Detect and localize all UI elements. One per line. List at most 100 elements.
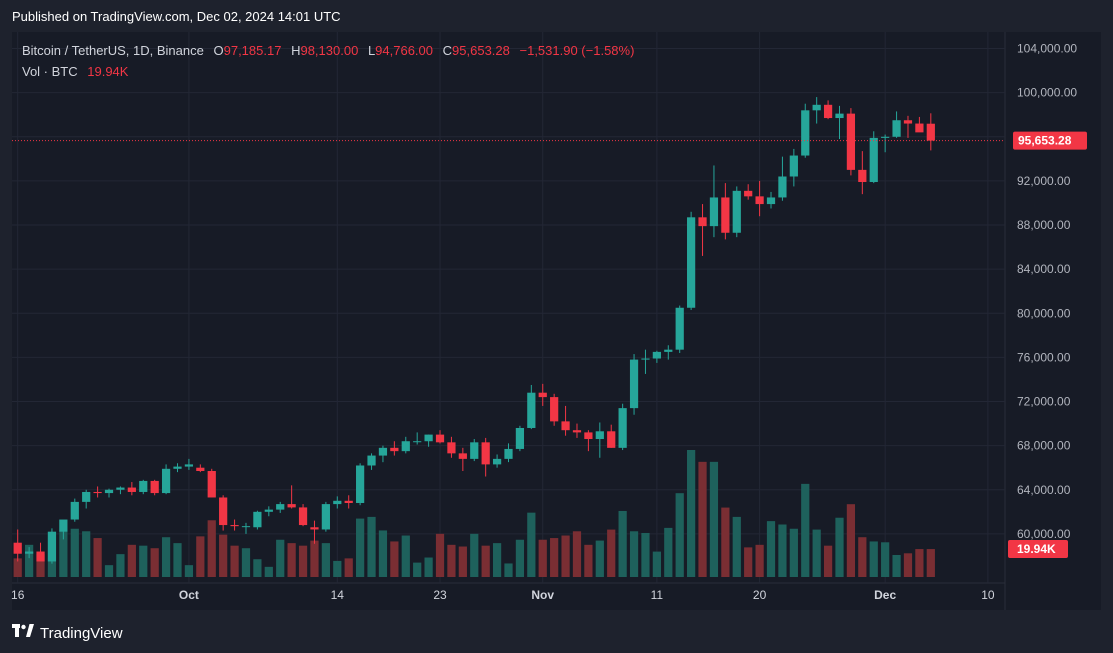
volume-bar [310, 540, 319, 577]
candle-body [823, 104, 833, 119]
candle-body [744, 190, 753, 197]
volume-bar [435, 533, 445, 577]
volume-bar [458, 546, 467, 577]
candle-body [276, 504, 285, 510]
volume-bar [333, 560, 342, 577]
volume-bar [858, 537, 867, 577]
volume-bar [367, 516, 376, 577]
candle-body [778, 176, 787, 198]
y-tick-label: 76,000.00 [1017, 350, 1071, 364]
volume-bar [470, 533, 479, 577]
volume-bar [230, 545, 239, 577]
volume-bar [344, 558, 353, 577]
volume-bar [652, 551, 661, 577]
candle-body [435, 434, 445, 443]
candle-body [413, 441, 422, 443]
candle-body [25, 551, 34, 554]
candle-body [390, 447, 399, 452]
candle-body [59, 519, 68, 532]
candle-body [310, 527, 319, 530]
volume-bar [321, 543, 330, 577]
volume-bar [846, 504, 856, 577]
volume-bar [93, 538, 102, 577]
candle-body [367, 455, 376, 466]
volume-bar [287, 543, 296, 577]
candle-body [629, 359, 639, 409]
candle-body [561, 421, 570, 431]
volume-bar [675, 493, 684, 577]
candle-body [150, 480, 159, 494]
volume-bar [732, 516, 741, 577]
volume-bar [378, 530, 388, 577]
volume-bar [276, 539, 285, 577]
candle-body [401, 441, 410, 452]
volume-bar [196, 536, 205, 577]
candle-body [470, 442, 479, 459]
candle-body [812, 104, 821, 111]
candle-body [161, 468, 171, 494]
volume-bar [550, 538, 559, 577]
candle-body [219, 497, 228, 526]
candle-body [789, 155, 798, 177]
candle-body [36, 551, 45, 562]
volume-bars [13, 450, 935, 577]
candle-body [504, 448, 513, 459]
candle-body [298, 507, 308, 526]
y-tick-label: 100,000.00 [1017, 86, 1077, 100]
y-tick-label: 80,000.00 [1017, 306, 1071, 320]
volume-bar [789, 528, 798, 577]
volume-bar [869, 541, 878, 577]
volume-bar [778, 524, 787, 577]
volume-bar [618, 510, 627, 577]
volume-bar [413, 562, 422, 577]
candlesticks [13, 97, 935, 564]
volume-bar [641, 532, 650, 577]
candle-body [835, 113, 844, 119]
volume-bar [744, 547, 753, 577]
candle-body [755, 196, 764, 205]
candle-body [116, 487, 125, 490]
volume-bar [25, 544, 34, 577]
symbol-name: Bitcoin / TetherUS, 1D, Binance [22, 43, 204, 58]
candle-body [492, 458, 502, 465]
time-axis: 16 Oct 14 23 Nov 11 20 Dec 10 [11, 588, 995, 602]
x-tick-label: 14 [331, 588, 345, 602]
candle-body [709, 197, 719, 227]
x-tick-label: 16 [11, 588, 25, 602]
volume-bar [424, 557, 433, 577]
volume-bar [709, 461, 719, 577]
volume-bar [755, 544, 764, 577]
volume-bar [892, 554, 901, 577]
candle-body [550, 397, 559, 422]
candle-body [858, 169, 867, 183]
y-tick-label: 68,000.00 [1017, 439, 1071, 453]
volume-bar [390, 541, 399, 577]
x-tick-label: 23 [433, 588, 447, 602]
candle-body [618, 408, 627, 448]
candle-body [424, 434, 433, 442]
last-price-text: 95,653.28 [1018, 134, 1072, 148]
volume-bar [207, 520, 216, 577]
candle-body [321, 504, 330, 530]
candle-body [196, 467, 205, 472]
candle-body [230, 525, 239, 527]
published-label: Published on TradingView.com, Dec 02, 20… [12, 9, 341, 24]
candle-body [356, 465, 365, 503]
y-tick-label: 88,000.00 [1017, 218, 1071, 232]
y-tick-label: 64,000.00 [1017, 483, 1071, 497]
footer-brand[interactable]: TradingView [12, 624, 123, 642]
y-tick-label: 60,000.00 [1017, 527, 1071, 541]
volume-bar [698, 461, 707, 577]
candle-body [104, 489, 114, 494]
candle-body [515, 427, 525, 449]
candle-body [241, 526, 251, 528]
candle-body [675, 307, 684, 350]
volume-bar [492, 543, 502, 577]
symbol-legend: Bitcoin / TetherUS, 1D, Binance O97,185.… [22, 43, 634, 58]
candle-body [207, 471, 216, 498]
volume-bar [481, 545, 490, 577]
footer-logo-text: TradingView [40, 624, 123, 642]
candle-body [481, 442, 490, 465]
volume-bar [926, 549, 935, 577]
